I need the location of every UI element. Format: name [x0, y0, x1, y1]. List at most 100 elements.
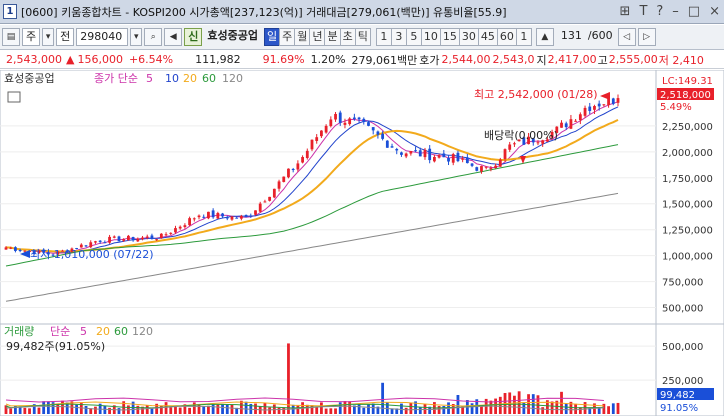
volume-bar — [324, 408, 328, 414]
tab-period-1[interactable]: 주 — [279, 28, 296, 46]
price-axis-tick: 500,000 — [662, 304, 703, 315]
volume-bar — [418, 407, 422, 414]
interval-button-3[interactable]: 10 — [420, 28, 441, 46]
candle-body — [70, 248, 74, 252]
volume-bar — [536, 395, 540, 414]
candle-body — [103, 242, 107, 244]
tab-period-0[interactable]: 일 — [263, 28, 281, 46]
dividend-marker-icon — [520, 156, 526, 164]
candle-body — [607, 96, 610, 106]
volume-ma-line — [5, 397, 604, 403]
volume-bar — [428, 406, 432, 414]
volume-bar — [37, 407, 41, 414]
volume-bar — [28, 408, 31, 414]
search-icon[interactable]: ⌕ — [144, 28, 163, 46]
candle-body — [536, 142, 540, 144]
help-icon[interactable]: ? — [656, 4, 664, 19]
interval-up-icon[interactable]: ▲ — [535, 28, 554, 46]
vol-ma-legend-120: 120 — [132, 325, 153, 338]
candle-body — [503, 149, 507, 160]
volume-bar — [207, 405, 210, 414]
interval-button-5[interactable]: 30 — [458, 28, 479, 46]
candle-body — [541, 140, 545, 144]
candle-body — [263, 201, 267, 203]
minimize-icon[interactable]: – — [672, 4, 679, 19]
interval-button-2[interactable]: 5 — [405, 28, 422, 46]
day-high: 2,555,00 — [608, 53, 658, 66]
volume-current-tag: 99,482 — [660, 390, 695, 401]
code-dropdown-icon[interactable]: ▾ — [130, 28, 143, 46]
close-icon[interactable]: × — [709, 4, 720, 19]
price-axis-tick: 750,000 — [662, 278, 703, 289]
count-input[interactable]: 131 — [560, 29, 582, 42]
tab-period-4[interactable]: 분 — [324, 28, 341, 46]
volume-bar — [9, 408, 13, 414]
speaker-icon[interactable]: ◀ — [164, 28, 183, 46]
candle-body — [94, 241, 97, 243]
vol-ma-legend-60: 60 — [114, 325, 128, 338]
stock-name: 효성중공업 — [207, 29, 258, 42]
stock-code-input[interactable]: 298040 — [76, 28, 129, 46]
candle-body — [489, 168, 493, 170]
volume-ma-label: 단순 — [50, 325, 70, 338]
tab-period-6[interactable]: 틱 — [354, 28, 371, 46]
volume-bar — [470, 403, 474, 414]
volume-bar — [4, 405, 8, 414]
maximize-icon[interactable]: □ — [687, 4, 701, 19]
tab-period-3[interactable]: 년 — [309, 28, 326, 46]
interval-buttons: 1 3 5 10 15 30 45 60 1 — [375, 28, 532, 46]
volume-bar — [18, 406, 22, 414]
volume-bar — [169, 407, 173, 414]
candle-body — [42, 249, 46, 253]
volume-bar — [602, 403, 606, 414]
interval-button-1[interactable]: 3 — [390, 28, 407, 46]
interval-button-4[interactable]: 15 — [439, 28, 460, 46]
volume-bar — [174, 405, 177, 414]
market-select[interactable]: 주 — [22, 28, 41, 46]
low-arrow-icon — [20, 250, 30, 258]
interval-button-0[interactable]: 1 — [375, 28, 392, 46]
mode-select[interactable]: 전 — [56, 28, 75, 46]
volume-bar — [188, 407, 191, 414]
window-number-badge[interactable]: 1 — [3, 4, 17, 19]
price-axis-tick: 1,000,000 — [662, 252, 713, 263]
candle-body — [75, 248, 79, 250]
interval-button-6[interactable]: 45 — [477, 28, 498, 46]
current-pct-tag: 5.49% — [660, 102, 692, 113]
volume-bar — [489, 400, 493, 414]
volume-bar — [103, 405, 107, 414]
candle-body — [150, 235, 154, 239]
stock-chart[interactable]: 2,250,000 2,000,000 1,750,000 1,500,000 1,25… — [0, 70, 724, 416]
volume-ratio: 91.69% — [262, 53, 305, 66]
volume-bar — [611, 403, 615, 414]
grid-toggle-icon[interactable] — [7, 91, 21, 103]
volume-bar — [75, 404, 79, 414]
candle-body — [451, 154, 455, 163]
volume-bar — [287, 343, 290, 414]
ma-legend-10: 10 — [165, 72, 179, 85]
volume-bar — [320, 402, 323, 414]
candle-body — [357, 117, 361, 120]
interval-button-7[interactable]: 60 — [496, 28, 517, 46]
chart-settings-icon[interactable]: ▤ — [2, 28, 20, 46]
scroll-back-icon[interactable]: ◁ — [617, 28, 636, 46]
volume-bar — [178, 407, 182, 414]
pin-icon[interactable]: T — [639, 4, 648, 19]
candle-body — [564, 123, 568, 128]
volume-bar — [338, 402, 342, 414]
scroll-forward-icon[interactable]: ▷ — [637, 28, 656, 46]
candle-body — [522, 137, 526, 145]
quote-infobar: 2,543,000 ▲ 156,000 +6.54% 111,982 91.69… — [0, 51, 724, 69]
candle-body — [164, 234, 168, 236]
market-dropdown-icon[interactable]: ▾ — [42, 28, 55, 46]
volume-bar — [244, 401, 248, 414]
candle-body — [371, 127, 375, 131]
interval-button-8[interactable]: 1 — [515, 28, 532, 46]
ma-line-120 — [5, 192, 619, 302]
tab-period-5[interactable]: 초 — [339, 28, 356, 46]
volume-bar — [263, 403, 267, 414]
candle-body — [291, 169, 295, 171]
tab-period-2[interactable]: 월 — [294, 28, 311, 46]
link-icon[interactable]: ⊞ — [619, 4, 631, 19]
